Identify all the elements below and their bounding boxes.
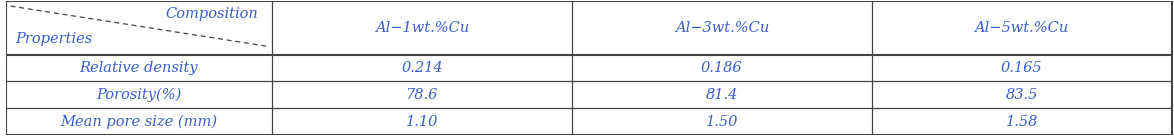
Text: 81.4: 81.4 <box>706 88 738 102</box>
Text: Al−1wt.%Cu: Al−1wt.%Cu <box>375 21 470 35</box>
Text: Mean pore size (mm): Mean pore size (mm) <box>60 115 217 129</box>
Text: Properties: Properties <box>15 33 93 47</box>
Text: 0.186: 0.186 <box>701 61 743 75</box>
Text: 0.214: 0.214 <box>402 61 443 75</box>
Text: 1.10: 1.10 <box>406 115 438 129</box>
Text: 0.165: 0.165 <box>1001 61 1043 75</box>
Text: 83.5: 83.5 <box>1005 88 1038 102</box>
Text: Porosity(%): Porosity(%) <box>96 88 182 102</box>
Text: Al−5wt.%Cu: Al−5wt.%Cu <box>974 21 1068 35</box>
Text: 78.6: 78.6 <box>406 88 438 102</box>
Text: Al−3wt.%Cu: Al−3wt.%Cu <box>675 21 769 35</box>
Text: Relative density: Relative density <box>80 61 198 75</box>
Text: 1.50: 1.50 <box>706 115 738 129</box>
Text: 1.58: 1.58 <box>1005 115 1038 129</box>
Text: Composition: Composition <box>166 7 258 21</box>
